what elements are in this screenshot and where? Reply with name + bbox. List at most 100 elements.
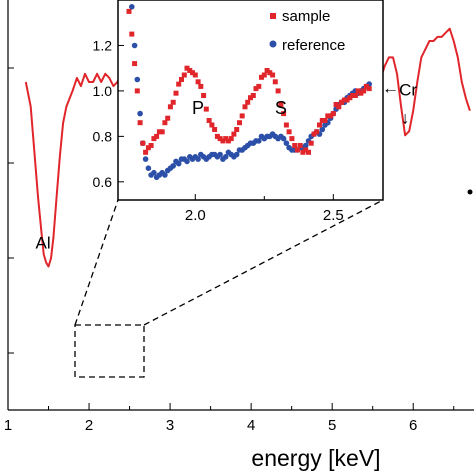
inset-legend: sample reference (269, 8, 345, 54)
reference-point (255, 138, 262, 144)
sample-point (294, 147, 300, 153)
sample-point (361, 88, 367, 94)
sample-point (181, 72, 187, 78)
sample-point (339, 99, 345, 105)
sample-point (228, 136, 234, 142)
sample-point (225, 138, 231, 144)
sample-point (350, 93, 356, 98)
sample-point (275, 88, 281, 94)
sample-point (242, 104, 248, 110)
main-x-ticks: 1 2 3 4 5 6 (4, 403, 455, 434)
main-x-tick-label: 5 (328, 417, 336, 434)
reference-point (137, 110, 143, 117)
sample-point (270, 72, 276, 78)
sample-point (129, 31, 135, 37)
label-arrow-down: ↓ (401, 108, 410, 127)
sample-point (344, 97, 350, 103)
reference-point (129, 4, 135, 10)
sample-point (231, 131, 237, 137)
sample-point (363, 83, 369, 89)
sample-point (328, 113, 334, 119)
reference-point (142, 156, 149, 162)
zoom-indicator (74, 199, 384, 378)
legend-label-reference: reference (282, 37, 345, 54)
reference-point (283, 140, 290, 146)
inset-x-tick-label: 2.0 (185, 207, 206, 224)
sample-point (126, 8, 132, 14)
main-x-tick-label: 4 (247, 417, 255, 434)
sample-point (206, 118, 212, 123)
legend-marker-reference (269, 40, 277, 48)
sample-point (330, 111, 336, 117)
sample-point (292, 143, 298, 148)
legend-label-sample: sample (282, 8, 330, 25)
sample-point (198, 83, 204, 89)
reference-point (131, 42, 138, 49)
inset-y-tick-label: 0.8 (93, 128, 113, 144)
sample-point (167, 104, 173, 110)
sample-point (317, 122, 322, 128)
inset-y-tick-label: 1.0 (93, 83, 113, 99)
sample-point (308, 140, 314, 146)
sample-point (134, 88, 140, 94)
sample-point (347, 95, 353, 101)
sample-point (366, 86, 372, 92)
sample-point (281, 111, 287, 117)
sample-point (250, 93, 256, 98)
sample-point (201, 93, 207, 98)
sample-point (187, 68, 193, 73)
element-label: Al (36, 233, 51, 252)
reference-point (280, 135, 287, 142)
sample-point (264, 68, 270, 73)
sample-point (132, 61, 138, 67)
sample-point (253, 86, 259, 92)
reference-point (195, 156, 201, 162)
sample-point (278, 102, 284, 107)
reference-point (175, 160, 182, 167)
sample-point (358, 90, 364, 96)
sample-point (170, 99, 176, 105)
sample-point (192, 72, 198, 78)
sample-point (209, 122, 215, 128)
zoom-connector-left (74, 199, 119, 326)
sample-point (162, 120, 168, 126)
reference-point (145, 165, 152, 171)
sample-point (203, 106, 209, 112)
sample-point (173, 90, 179, 96)
sample-point (245, 99, 251, 105)
sample-point (311, 131, 317, 137)
sample-point (159, 129, 165, 135)
sample-point (154, 133, 160, 139)
sample-point (325, 113, 331, 119)
inset-y-tick-label: 1.2 (93, 37, 113, 53)
sample-point (286, 129, 292, 135)
sample-point (239, 113, 245, 119)
reference-point (222, 154, 229, 160)
sample-point (306, 149, 311, 155)
sample-point (336, 104, 342, 110)
sample-point (176, 81, 182, 87)
reference-point (184, 158, 190, 165)
sample-point (303, 147, 309, 153)
sample-point (261, 72, 267, 78)
reference-point (217, 151, 223, 158)
sample-point (259, 74, 264, 80)
legend-marker-sample (270, 13, 276, 19)
reference-point (134, 76, 141, 83)
zoom-connector-right (143, 199, 384, 326)
sample-point (220, 138, 226, 144)
main-x-tick-label: 2 (85, 417, 93, 434)
reference-point (233, 151, 240, 158)
sample-point (165, 115, 171, 121)
inset-y-ticks: 0.6 0.8 1.0 1.2 (93, 37, 124, 190)
main-x-tick-label: 1 (4, 417, 12, 434)
sample-point (156, 129, 162, 135)
sample-point (145, 145, 151, 151)
sample-point (322, 118, 328, 123)
sample-point (341, 97, 347, 103)
sample-point (248, 95, 253, 101)
sample-point (333, 102, 339, 107)
main-x-tick-label: 3 (166, 417, 174, 434)
